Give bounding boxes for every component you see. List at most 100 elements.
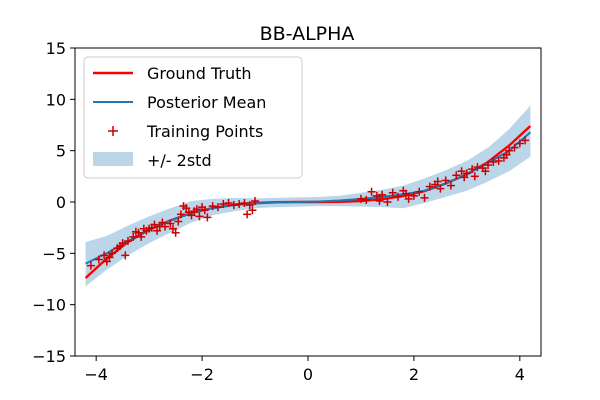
y-tick-label: −10	[32, 296, 66, 315]
training-point	[383, 198, 392, 206]
training-point	[123, 237, 132, 246]
y-axis: −15 −10 −5 0 5 10 15	[32, 39, 75, 366]
training-point	[415, 187, 424, 196]
training-point	[94, 255, 103, 264]
training-point	[378, 190, 387, 199]
training-point	[108, 249, 117, 258]
training-points-layer	[86, 136, 530, 270]
training-point	[452, 171, 461, 180]
y-tick-label: −5	[42, 244, 66, 263]
training-point	[86, 261, 95, 270]
training-point	[240, 199, 249, 208]
training-point	[460, 173, 469, 182]
training-point	[134, 228, 143, 237]
training-point	[213, 203, 222, 212]
training-point	[229, 201, 238, 210]
y-tick-label: 10	[46, 90, 66, 109]
training-point	[372, 191, 381, 200]
y-tick-label: 0	[56, 193, 66, 212]
training-point	[473, 163, 482, 172]
training-point	[129, 232, 138, 241]
training-point	[409, 191, 418, 200]
training-point	[521, 136, 530, 145]
training-point	[243, 210, 252, 219]
training-point	[105, 253, 114, 262]
x-tick-label: 0	[303, 365, 313, 384]
training-point	[102, 257, 111, 266]
legend-swatch-training-points	[108, 126, 118, 136]
training-point	[251, 196, 260, 205]
training-point	[470, 172, 479, 181]
std-band-layer	[85, 105, 531, 287]
training-point	[481, 167, 490, 176]
training-point	[235, 200, 244, 209]
training-point	[171, 228, 180, 237]
training-point	[505, 146, 514, 155]
x-tick-label: −2	[190, 365, 214, 384]
training-point	[404, 194, 413, 203]
training-point	[515, 139, 524, 148]
training-point	[362, 195, 371, 204]
training-point	[174, 217, 183, 226]
training-point	[168, 224, 177, 233]
training-point	[203, 213, 212, 222]
training-point	[375, 196, 384, 205]
training-point	[219, 200, 228, 209]
training-point	[161, 222, 170, 231]
training-point	[388, 188, 397, 197]
training-point	[153, 226, 162, 235]
training-point	[182, 204, 191, 213]
training-point	[137, 232, 146, 241]
legend-label-posterior-mean: Posterior Mean	[147, 93, 266, 112]
legend-label-std-band: +/- 2std	[147, 151, 212, 170]
training-point	[446, 181, 455, 190]
training-point	[118, 239, 127, 248]
legend-box	[83, 56, 303, 179]
training-point	[436, 184, 445, 193]
training-point	[195, 212, 204, 221]
legend: Ground Truth Posterior Mean Training Poi…	[83, 56, 303, 179]
y-tick-label: −15	[32, 347, 66, 366]
training-point	[187, 211, 196, 220]
training-point	[489, 157, 498, 166]
x-tick-label: −4	[84, 365, 108, 384]
std-band	[85, 105, 531, 287]
training-point	[245, 201, 254, 210]
x-axis: −4 −2 0 2 4	[84, 356, 525, 384]
training-point	[457, 167, 466, 176]
training-point	[166, 219, 175, 228]
training-point	[176, 210, 185, 219]
training-point	[401, 189, 410, 198]
training-point	[433, 177, 442, 186]
training-point	[367, 187, 376, 196]
training-point	[356, 194, 365, 203]
training-point	[224, 199, 233, 208]
legend-label-training-points: Training Points	[146, 122, 263, 141]
training-point	[510, 143, 519, 152]
training-point	[248, 206, 257, 215]
chart-title: BB-ALPHA	[260, 23, 355, 45]
training-point	[208, 202, 217, 211]
training-point	[462, 169, 471, 178]
training-point	[200, 206, 209, 215]
training-point	[192, 205, 201, 214]
training-point	[425, 182, 434, 191]
training-point	[150, 220, 159, 229]
training-point	[484, 161, 493, 170]
training-point	[468, 165, 477, 174]
training-point	[121, 251, 130, 260]
x-tick-label: 2	[409, 365, 419, 384]
training-point	[158, 218, 167, 227]
x-tick-label: 4	[515, 365, 525, 384]
training-point	[420, 193, 429, 202]
training-point	[100, 251, 109, 260]
legend-label-ground-truth: Ground Truth	[147, 64, 252, 83]
training-point	[494, 156, 503, 165]
y-tick-label: 15	[46, 39, 66, 58]
training-point	[441, 176, 450, 185]
training-point	[502, 150, 511, 159]
y-tick-label: 5	[56, 142, 66, 161]
legend-swatch-std-band	[93, 152, 133, 166]
training-point	[394, 192, 403, 201]
